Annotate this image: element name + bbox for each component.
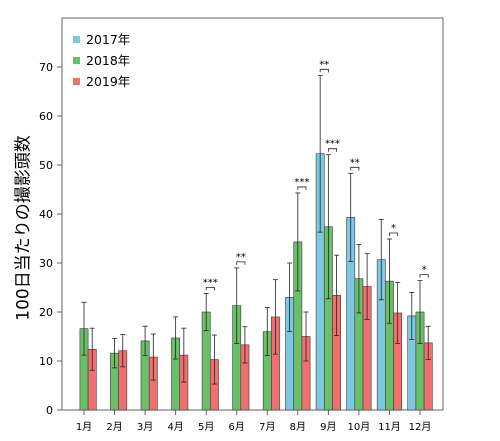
x-tick-label: 5月 bbox=[198, 421, 214, 433]
x-tick-label: 1月 bbox=[76, 421, 92, 433]
y-tick-label: 60 bbox=[39, 110, 53, 123]
y-axis-label: 100日当たりの撮影頭数 bbox=[13, 135, 34, 321]
significance-label: ** bbox=[350, 157, 360, 168]
significance-label: *** bbox=[203, 277, 218, 288]
legend-swatch bbox=[73, 36, 80, 43]
significance-bracket bbox=[205, 286, 215, 291]
y-tick-label: 0 bbox=[46, 404, 53, 417]
x-tick-label: 10月 bbox=[348, 421, 371, 433]
y-tick-label: 70 bbox=[39, 61, 53, 74]
legend-swatch bbox=[73, 78, 80, 85]
significance-label: *** bbox=[325, 139, 340, 150]
x-tick-label: 11月 bbox=[378, 421, 401, 433]
significance-label: * bbox=[422, 265, 427, 276]
y-tick-label: 50 bbox=[39, 159, 53, 172]
x-tick-label: 3月 bbox=[137, 421, 153, 433]
significance-label: *** bbox=[294, 177, 309, 188]
significance-label: ** bbox=[319, 59, 329, 70]
significance-bracket bbox=[350, 166, 360, 171]
x-tick-label: 2月 bbox=[106, 421, 122, 433]
significance-label: ** bbox=[236, 252, 246, 263]
legend-label: 2017年 bbox=[86, 32, 130, 47]
x-tick-label: 7月 bbox=[259, 421, 275, 433]
x-tick-label: 6月 bbox=[229, 421, 245, 433]
significance-bracket bbox=[419, 274, 429, 278]
x-tick-label: 8月 bbox=[290, 421, 306, 433]
y-tick-label: 30 bbox=[39, 257, 53, 270]
significance-bracket bbox=[327, 148, 337, 152]
x-tick-label: 4月 bbox=[167, 421, 183, 433]
legend-swatch bbox=[73, 57, 80, 64]
significance-label: * bbox=[391, 223, 396, 234]
significance-bracket bbox=[236, 261, 246, 265]
y-axis-label-area: 100日当たりの撮影頭数 bbox=[0, 0, 40, 441]
x-tick-label: 9月 bbox=[320, 421, 336, 433]
legend-label: 2018年 bbox=[86, 53, 130, 68]
y-tick-label: 40 bbox=[39, 208, 53, 221]
y-tick-label: 20 bbox=[39, 306, 53, 319]
x-tick-label: 12月 bbox=[409, 421, 432, 433]
significance-bracket bbox=[297, 186, 307, 190]
significance-bracket bbox=[319, 68, 329, 73]
y-tick-label: 10 bbox=[39, 355, 53, 368]
legend-label: 2019年 bbox=[86, 74, 130, 89]
significance-bracket bbox=[389, 232, 399, 236]
